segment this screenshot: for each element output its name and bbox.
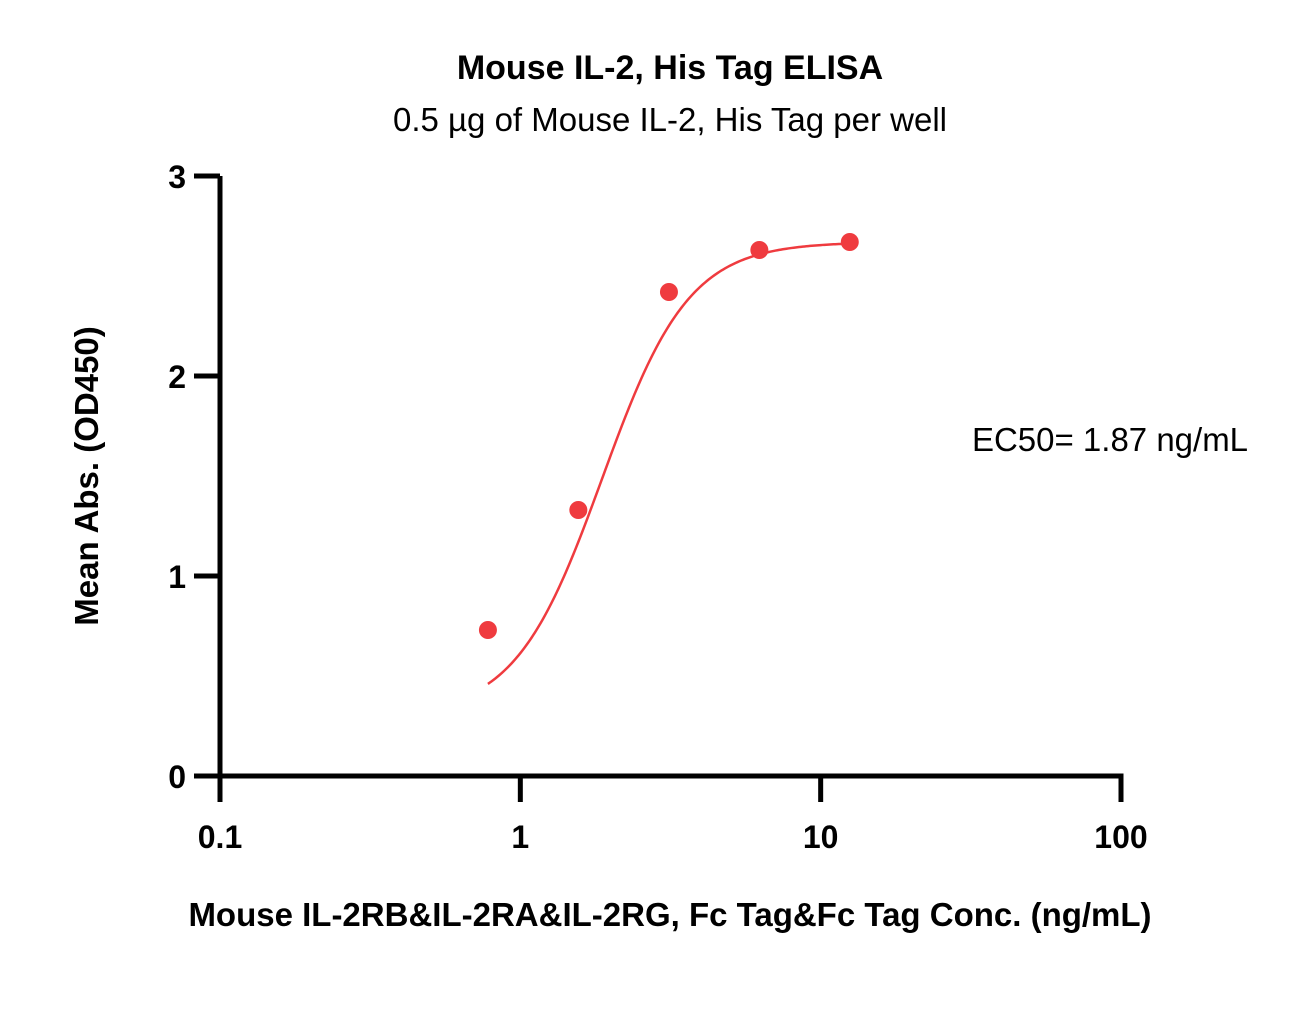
data-point: [750, 241, 769, 259]
chart-subtitle: 0.5 µg of Mouse IL-2, His Tag per well: [393, 101, 947, 138]
axes: 0 1 2 3 0.1 1 10 100: [168, 159, 1147, 855]
x-axis-title: Mouse IL-2RB&IL-2RA&IL-2RG, Fc Tag&Fc Ta…: [188, 896, 1151, 933]
y-tick-label: 3: [168, 159, 186, 195]
y-tick-label: 2: [168, 359, 186, 395]
data-point: [478, 621, 497, 639]
x-tick-label: 10: [803, 819, 839, 855]
x-tick-label: 100: [1094, 819, 1147, 855]
ec50-annotation: EC50= 1.87 ng/mL: [972, 421, 1248, 458]
x-tick-label: 1: [511, 819, 529, 855]
data-point: [569, 501, 588, 519]
data-points-layer: [478, 233, 859, 639]
fit-curve: [487, 242, 850, 685]
data-point: [659, 283, 678, 301]
fit-curve-layer: [487, 242, 850, 685]
x-tick-label: 0.1: [198, 819, 242, 855]
y-axis-title: Mean Abs. (OD450): [68, 326, 105, 626]
y-tick-label: 0: [168, 759, 186, 795]
data-point: [840, 233, 859, 251]
y-tick-label: 1: [168, 559, 186, 595]
chart-title: Mouse IL-2, His Tag ELISA: [457, 49, 883, 87]
